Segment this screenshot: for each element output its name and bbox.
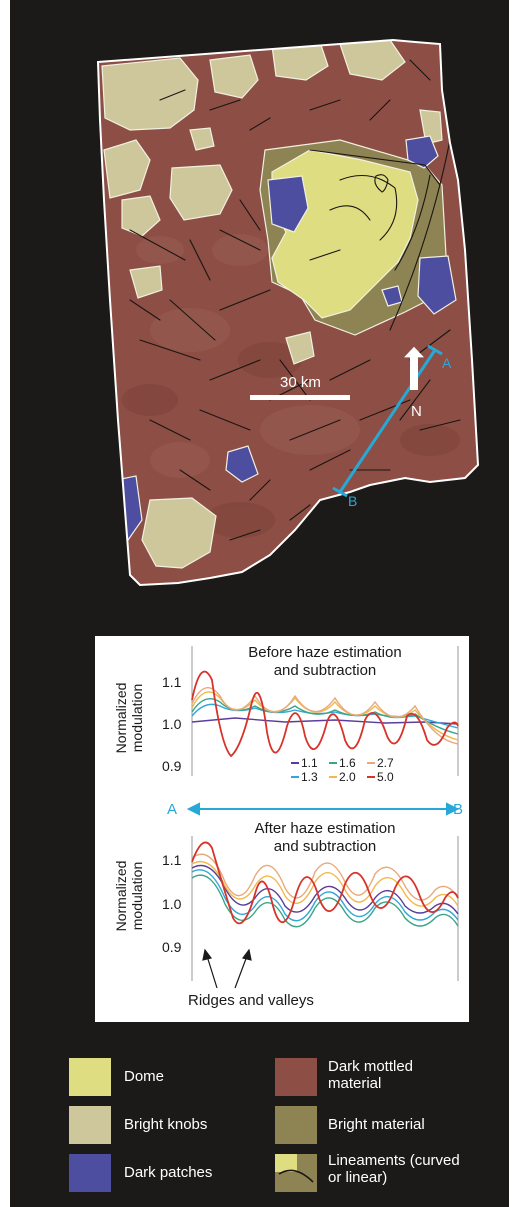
bottom-plot-title-line1: After haze estimation	[254, 820, 396, 837]
profile-end-label: B	[348, 493, 358, 509]
map-outline	[96, 38, 480, 587]
bottom-tick-0-9: 0.9	[162, 939, 182, 955]
north-arrow-icon	[404, 346, 424, 390]
legend-label-lineaments-l2: or linear)	[328, 1169, 388, 1186]
scale-label: 30 km	[280, 374, 321, 391]
scale-bar	[250, 395, 350, 400]
ridges-valleys-arrows	[202, 948, 252, 989]
legend-label-dark-mottled-l2: material	[328, 1075, 382, 1092]
legend-label-bright-material: Bright material	[328, 1116, 425, 1133]
legend-swatch-dark-patches	[69, 1154, 111, 1192]
ab-axis-arrow	[186, 802, 460, 816]
bottom-tick-1-1: 1.1	[162, 852, 182, 868]
series-label-1-3: 1.3	[301, 770, 318, 784]
top-plot-title-line2: and subtraction	[273, 662, 377, 679]
bottom-tick-1-0: 1.0	[162, 896, 182, 912]
legend-label-dark-mottled: Dark mottled material	[328, 1058, 413, 1092]
legend-label-dome: Dome	[124, 1068, 165, 1085]
top-tick-1-1: 1.1	[162, 674, 182, 690]
legend-swatch-lineaments	[275, 1154, 317, 1192]
bottom-plot-ylabel: Normalized modulation	[113, 836, 145, 956]
ridges-valleys-annotation: Ridges and valleys	[188, 992, 314, 1009]
bottom-ylabel-line1: Normalized	[113, 860, 129, 932]
legend-swatch-bright-knobs	[69, 1106, 111, 1144]
profile-line	[332, 344, 443, 498]
bottom-plot-title-line2: and subtraction	[273, 838, 377, 855]
bottom-plot-title: After haze estimation and subtraction	[235, 820, 415, 856]
series-legend-marks	[291, 762, 375, 778]
bright-knobs	[101, 40, 467, 569]
axis-start-label: A	[167, 801, 178, 818]
geologic-map	[96, 38, 480, 587]
lineament-sample-icon	[278, 1169, 314, 1183]
legend-label-bright-knobs: Bright knobs	[124, 1116, 208, 1133]
bottom-ylabel-line2: modulation	[129, 861, 145, 931]
lineament-sample-dome	[275, 1154, 297, 1172]
legend-swatch-bright-material	[275, 1106, 317, 1144]
lineaments	[129, 59, 461, 541]
legend-label-lineaments: Lineaments (curved or linear)	[328, 1152, 460, 1186]
figure-canvas: A B 30 km N Dome Dark mottled material B…	[10, 0, 509, 1207]
modulation-profile-panel: Before haze estimation and subtraction N…	[95, 636, 469, 1022]
legend-swatch-dome	[69, 1058, 111, 1096]
top-ylabel-line1: Normalized	[113, 682, 129, 754]
axis-end-label: B	[453, 801, 464, 818]
legend-label-dark-patches: Dark patches	[124, 1164, 213, 1181]
legend-swatch-dark-mottled	[275, 1058, 317, 1096]
top-plot-title: Before haze estimation and subtraction	[235, 644, 415, 680]
legend-label-dark-mottled-l1: Dark mottled	[328, 1058, 414, 1075]
top-ylabel-line2: modulation	[129, 683, 145, 753]
top-tick-1-0: 1.0	[162, 716, 182, 732]
legend-label-lineaments-l1: Lineaments (curved	[328, 1152, 460, 1169]
series-label-1-1: 1.1	[301, 756, 318, 770]
profile-plots	[186, 646, 460, 989]
top-plot-title-line1: Before haze estimation	[248, 644, 402, 661]
series-label-2-0: 2.0	[339, 770, 356, 784]
series-label-5-0: 5.0	[377, 770, 394, 784]
profile-start-label: A	[442, 355, 452, 371]
top-plot-series	[191, 670, 459, 758]
north-label: N	[411, 403, 422, 420]
series-label-1-6: 1.6	[339, 756, 356, 770]
bottom-plot-series	[191, 841, 459, 928]
series-label-2-7: 2.7	[377, 756, 394, 770]
top-plot-ylabel: Normalized modulation	[113, 658, 145, 778]
top-tick-0-9: 0.9	[162, 758, 182, 774]
